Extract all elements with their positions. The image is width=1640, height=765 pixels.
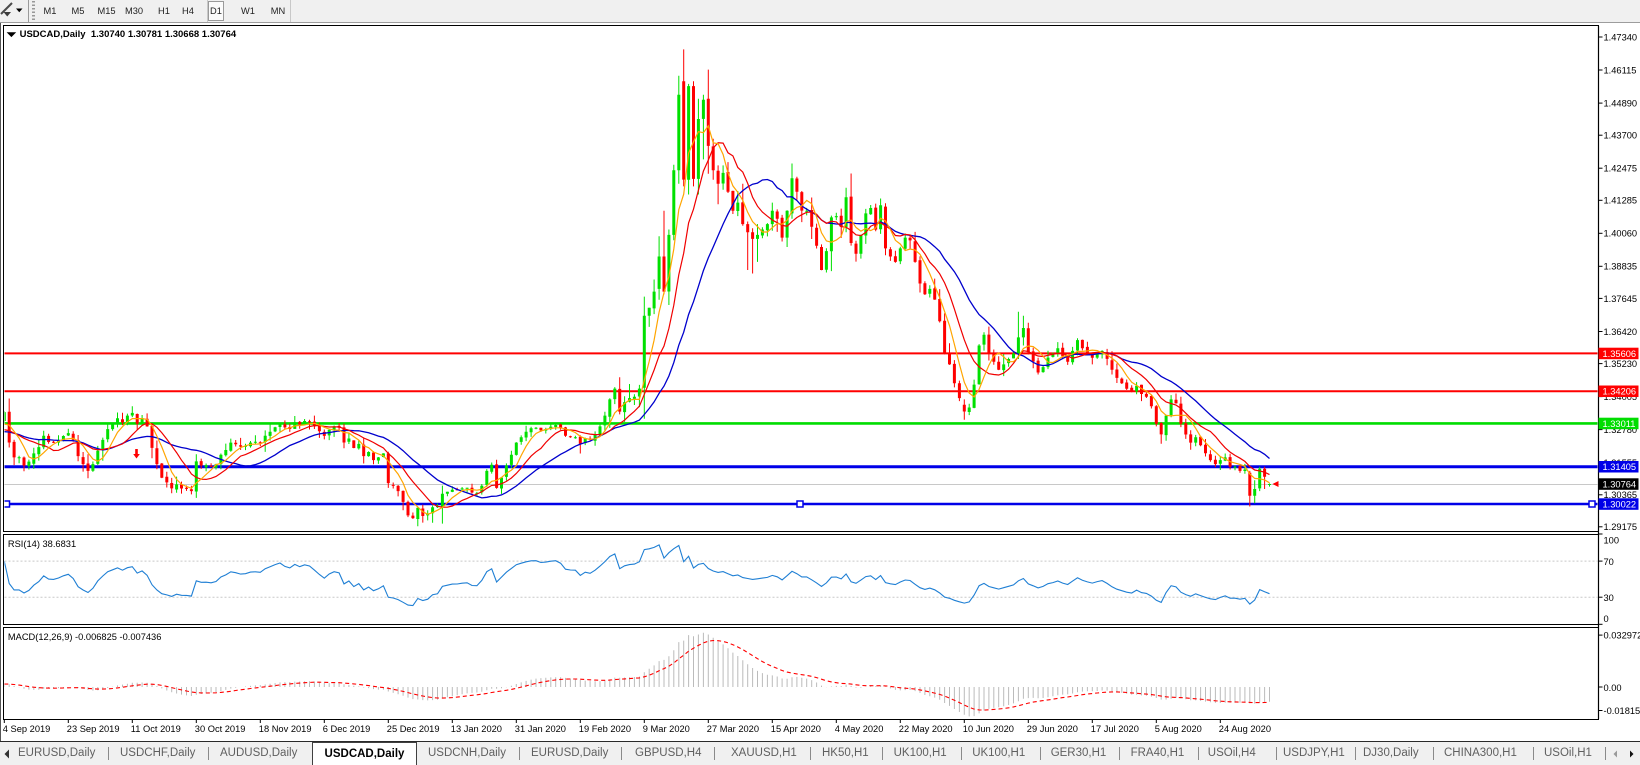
svg-text:1.29175: 1.29175 bbox=[1604, 522, 1638, 532]
svg-text:1.41285: 1.41285 bbox=[1604, 196, 1638, 206]
svg-text:1.35606: 1.35606 bbox=[1603, 349, 1637, 359]
svg-text:1.30022: 1.30022 bbox=[1603, 499, 1637, 509]
svg-text:4 Sep 2019: 4 Sep 2019 bbox=[3, 724, 51, 734]
svg-text:1.38835: 1.38835 bbox=[1604, 262, 1638, 272]
svg-text:1.33011: 1.33011 bbox=[1603, 419, 1636, 429]
svg-text:23 Sep 2019: 23 Sep 2019 bbox=[67, 724, 120, 734]
svg-text:0: 0 bbox=[1604, 614, 1609, 624]
svg-text:1.47340: 1.47340 bbox=[1604, 32, 1638, 42]
svg-text:1.34206: 1.34206 bbox=[1603, 387, 1637, 397]
svg-text:27 Mar 2020: 27 Mar 2020 bbox=[707, 724, 759, 734]
svg-text:1.31405: 1.31405 bbox=[1603, 462, 1637, 472]
svg-text:29 Jun 2020: 29 Jun 2020 bbox=[1027, 724, 1078, 734]
svg-text:100: 100 bbox=[1604, 535, 1620, 545]
svg-text:1.32780: 1.32780 bbox=[1604, 425, 1638, 435]
svg-text:15 Apr 2020: 15 Apr 2020 bbox=[771, 724, 821, 734]
svg-text:13 Jan 2020: 13 Jan 2020 bbox=[451, 724, 502, 734]
svg-text:0.032972: 0.032972 bbox=[1604, 631, 1640, 641]
svg-text:31 Jan 2020: 31 Jan 2020 bbox=[515, 724, 566, 734]
svg-text:1.40060: 1.40060 bbox=[1604, 229, 1638, 239]
svg-text:30 Oct 2019: 30 Oct 2019 bbox=[195, 724, 246, 734]
svg-text:30: 30 bbox=[1604, 593, 1614, 603]
svg-text:USDCAD,Daily 1.30740 1.30781: USDCAD,Daily 1.30740 1.30781 1.30668 1.3… bbox=[20, 29, 237, 40]
svg-text:24 Aug 2020: 24 Aug 2020 bbox=[1219, 724, 1271, 734]
svg-text:1.36420: 1.36420 bbox=[1604, 327, 1638, 337]
svg-text:6 Dec 2019: 6 Dec 2019 bbox=[323, 724, 371, 734]
svg-text:MACD(12,26,9) -0.006825 -0.007: MACD(12,26,9) -0.006825 -0.007436 bbox=[8, 632, 162, 642]
svg-text:1.46115: 1.46115 bbox=[1604, 65, 1637, 75]
svg-text:10 Jun 2020: 10 Jun 2020 bbox=[963, 724, 1014, 734]
svg-text:1.43700: 1.43700 bbox=[1604, 131, 1638, 141]
svg-text:9 Mar 2020: 9 Mar 2020 bbox=[643, 724, 690, 734]
svg-text:25 Dec 2019: 25 Dec 2019 bbox=[387, 724, 440, 734]
svg-text:17 Jul 2020: 17 Jul 2020 bbox=[1091, 724, 1139, 734]
svg-text:1.30764: 1.30764 bbox=[1603, 479, 1637, 489]
svg-text:1.42475: 1.42475 bbox=[1604, 164, 1638, 174]
svg-text:4 May 2020: 4 May 2020 bbox=[835, 724, 884, 734]
svg-text:RSI(14) 38.6831: RSI(14) 38.6831 bbox=[8, 539, 76, 549]
svg-text:1.30365: 1.30365 bbox=[1604, 490, 1638, 500]
svg-text:70: 70 bbox=[1604, 557, 1614, 567]
svg-text:18 Nov 2019: 18 Nov 2019 bbox=[259, 724, 312, 734]
svg-text:0.00: 0.00 bbox=[1604, 683, 1622, 693]
svg-text:11 Oct 2019: 11 Oct 2019 bbox=[131, 724, 181, 734]
svg-text:1.44890: 1.44890 bbox=[1604, 99, 1638, 109]
svg-text:22 May 2020: 22 May 2020 bbox=[899, 724, 953, 734]
svg-text:1.37645: 1.37645 bbox=[1604, 294, 1638, 304]
svg-text:1.35230: 1.35230 bbox=[1604, 359, 1638, 369]
svg-text:5 Aug 2020: 5 Aug 2020 bbox=[1155, 724, 1202, 734]
svg-text:19 Feb 2020: 19 Feb 2020 bbox=[579, 724, 631, 734]
